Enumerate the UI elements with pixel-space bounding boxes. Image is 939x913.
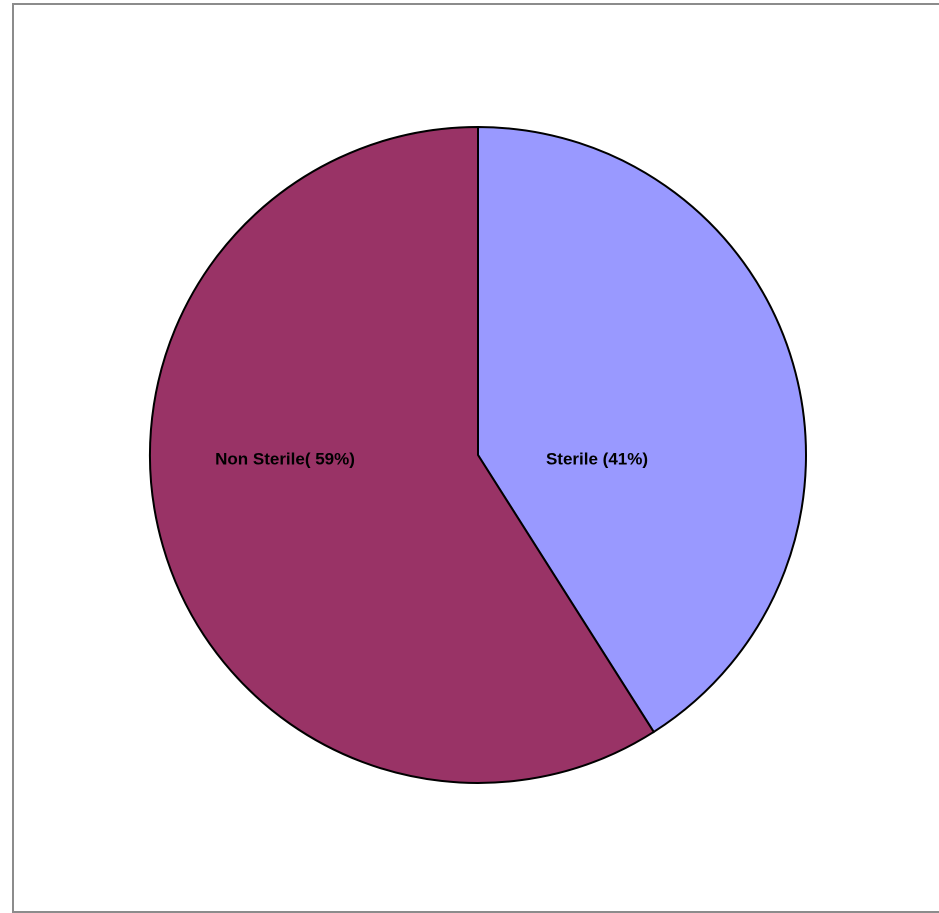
pie-slice-sterile xyxy=(477,125,807,734)
pie-slice-non-sterile xyxy=(149,125,656,784)
slice-label-non-sterile: Non Sterile( 59%) xyxy=(215,449,355,468)
slice-label-sterile: Sterile (41%) xyxy=(546,449,648,468)
